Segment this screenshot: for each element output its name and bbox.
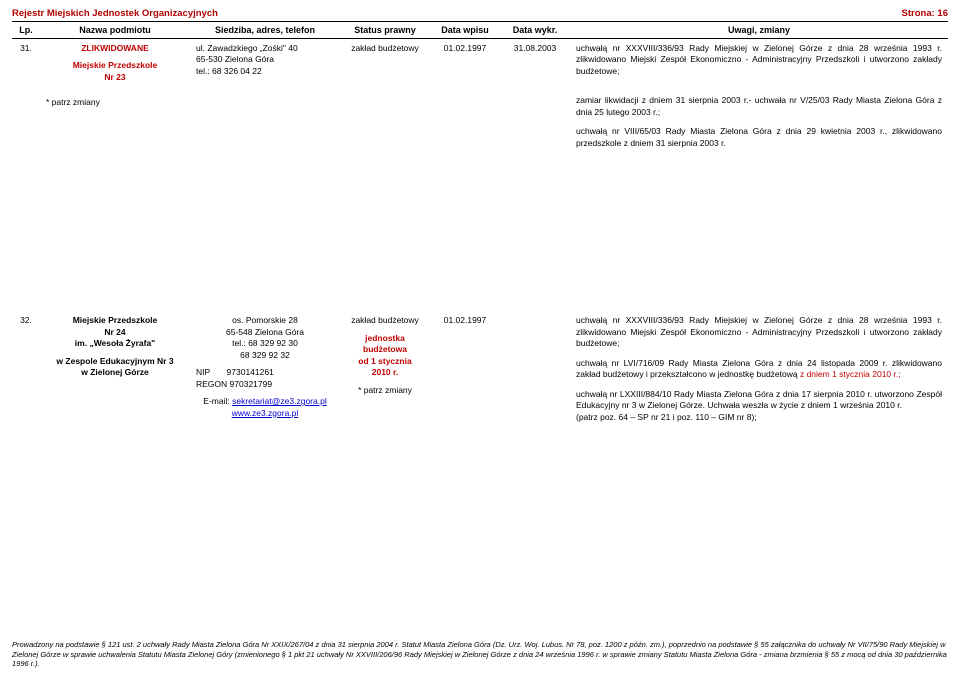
cell-address: ul. Zawadzkiego „Zośki" 40 65-530 Zielon… <box>190 39 340 162</box>
addr-city: 65-530 Zielona Góra <box>196 54 334 65</box>
col-wykr: Data wykr. <box>500 22 570 39</box>
cell-wykr <box>500 311 570 427</box>
col-uwagi: Uwagi, zmiany <box>570 22 948 39</box>
status-date1: od 1 stycznia <box>346 356 424 367</box>
remark-para: zamiar likwidacji z dniem 31 sierpnia 20… <box>576 95 942 118</box>
addr-tel1: tel.: 68 329 92 30 <box>196 338 334 349</box>
entity-name: Miejskie Przedszkole <box>46 315 184 326</box>
cell-nazwa: Miejskie Przedszkole Nr 24 im. „Wesoła Ż… <box>40 311 190 427</box>
header-bar: Rejestr Miejskich Jednostek Organizacyjn… <box>12 8 948 19</box>
addr-tel2: 68 329 92 32 <box>196 350 334 361</box>
entity-number: Nr 24 <box>46 327 184 338</box>
doc-title: Rejestr Miejskich Jednostek Organizacyjn… <box>12 8 218 19</box>
addr-street: ul. Zawadzkiego „Zośki" 40 <box>196 43 334 54</box>
cell-nazwa: ZLIKWIDOWANE Miejskie Przedszkole Nr 23 … <box>40 39 190 162</box>
page-number: Strona: 16 <box>902 8 948 19</box>
entity-group: w Zespole Edukacyjnym Nr 3 <box>46 356 184 367</box>
remark-para: uchwałą nr LVI/716/09 Rady Miasta Zielon… <box>576 358 942 381</box>
email-label: E-mail: <box>203 396 232 406</box>
col-siedziba: Siedziba, adres, telefon <box>190 22 340 39</box>
footer-text: Prowadzony na podstawie § 121 ust. 2 uch… <box>12 640 948 669</box>
entity-status: ZLIKWIDOWANE <box>46 43 184 54</box>
cell-wpisu: 01.02.1997 <box>430 311 500 427</box>
status-date2: 2010 r. <box>346 367 424 378</box>
cell-wykr: 31.08.2003 <box>500 39 570 162</box>
cell-uwagi: uchwałą nr XXXVIII/336/93 Rady Miejskiej… <box>570 311 948 427</box>
table-header-row: Lp. Nazwa podmiotu Siedziba, adres, tele… <box>12 22 948 39</box>
addr-tel: tel.: 68 326 04 22 <box>196 66 334 77</box>
note-ref: * patrz zmiany <box>46 97 184 108</box>
entity-number: Nr 23 <box>46 72 184 83</box>
status-new: jednostka budżetowa <box>346 333 424 356</box>
table-row: 32. Miejskie Przedszkole Nr 24 im. „Weso… <box>12 311 948 427</box>
remark-para: (patrz poz. 64 – SP nr 21 i poz. 110 – G… <box>576 412 942 423</box>
registry-table: Lp. Nazwa podmiotu Siedziba, adres, tele… <box>12 21 948 427</box>
cell-wpisu: 01.02.1997 <box>430 39 500 162</box>
note-ref: * patrz zmiany <box>346 385 424 396</box>
remark-para: uchwałą nr LXXIII/884/10 Rady Miasta Zie… <box>576 389 942 412</box>
regon: REGON 970321799 <box>196 379 334 390</box>
remark-para: uchwałą nr XXXVIII/336/93 Rady Miejskiej… <box>576 43 942 77</box>
entity-name: Miejskie Przedszkole <box>46 60 184 71</box>
spacer-row <box>12 161 948 311</box>
col-wpisu: Data wpisu <box>430 22 500 39</box>
nip: NIP 9730141261 <box>196 367 334 378</box>
remark-red: z dniem 1 stycznia 2010 r.; <box>800 369 901 379</box>
cell-lp: 32. <box>12 311 40 427</box>
remark-para: uchwałą nr VIII/65/03 Rady Miasta Zielon… <box>576 126 942 149</box>
col-status: Status prawny <box>340 22 430 39</box>
addr-city: 65-548 Zielona Góra <box>196 327 334 338</box>
entity-city: w Zielonej Górze <box>46 367 184 378</box>
table-row: 31. ZLIKWIDOWANE Miejskie Przedszkole Nr… <box>12 39 948 162</box>
www-link[interactable]: www.ze3.zgora.pl <box>232 408 299 418</box>
cell-uwagi: uchwałą nr XXXVIII/336/93 Rady Miejskiej… <box>570 39 948 162</box>
remark-para: uchwałą nr XXXVIII/336/93 Rady Miejskiej… <box>576 315 942 349</box>
cell-status: zakład budżetowy <box>340 39 430 162</box>
addr-street: os. Pomorskie 28 <box>196 315 334 326</box>
col-nazwa: Nazwa podmiotu <box>40 22 190 39</box>
cell-status: zakład budżetowy jednostka budżetowa od … <box>340 311 430 427</box>
cell-lp: 31. <box>12 39 40 162</box>
col-lp: Lp. <box>12 22 40 39</box>
entity-subname: im. „Wesoła Żyrafa" <box>46 338 184 349</box>
email-link[interactable]: sekretariat@ze3.zgora.pl <box>232 396 327 406</box>
cell-address: os. Pomorskie 28 65-548 Zielona Góra tel… <box>190 311 340 427</box>
status-old: zakład budżetowy <box>346 315 424 326</box>
email-line: E-mail: sekretariat@ze3.zgora.pl <box>196 396 334 407</box>
